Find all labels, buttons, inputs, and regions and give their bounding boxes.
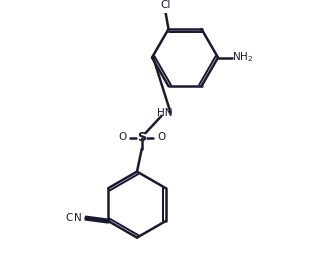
- Text: O: O: [157, 132, 165, 142]
- Text: Cl: Cl: [160, 0, 171, 10]
- Text: NH$_2$: NH$_2$: [232, 51, 253, 65]
- Text: C: C: [65, 213, 73, 223]
- Text: S: S: [137, 132, 146, 145]
- Text: O: O: [118, 132, 127, 142]
- Text: N: N: [74, 213, 82, 223]
- Text: HN: HN: [157, 108, 172, 118]
